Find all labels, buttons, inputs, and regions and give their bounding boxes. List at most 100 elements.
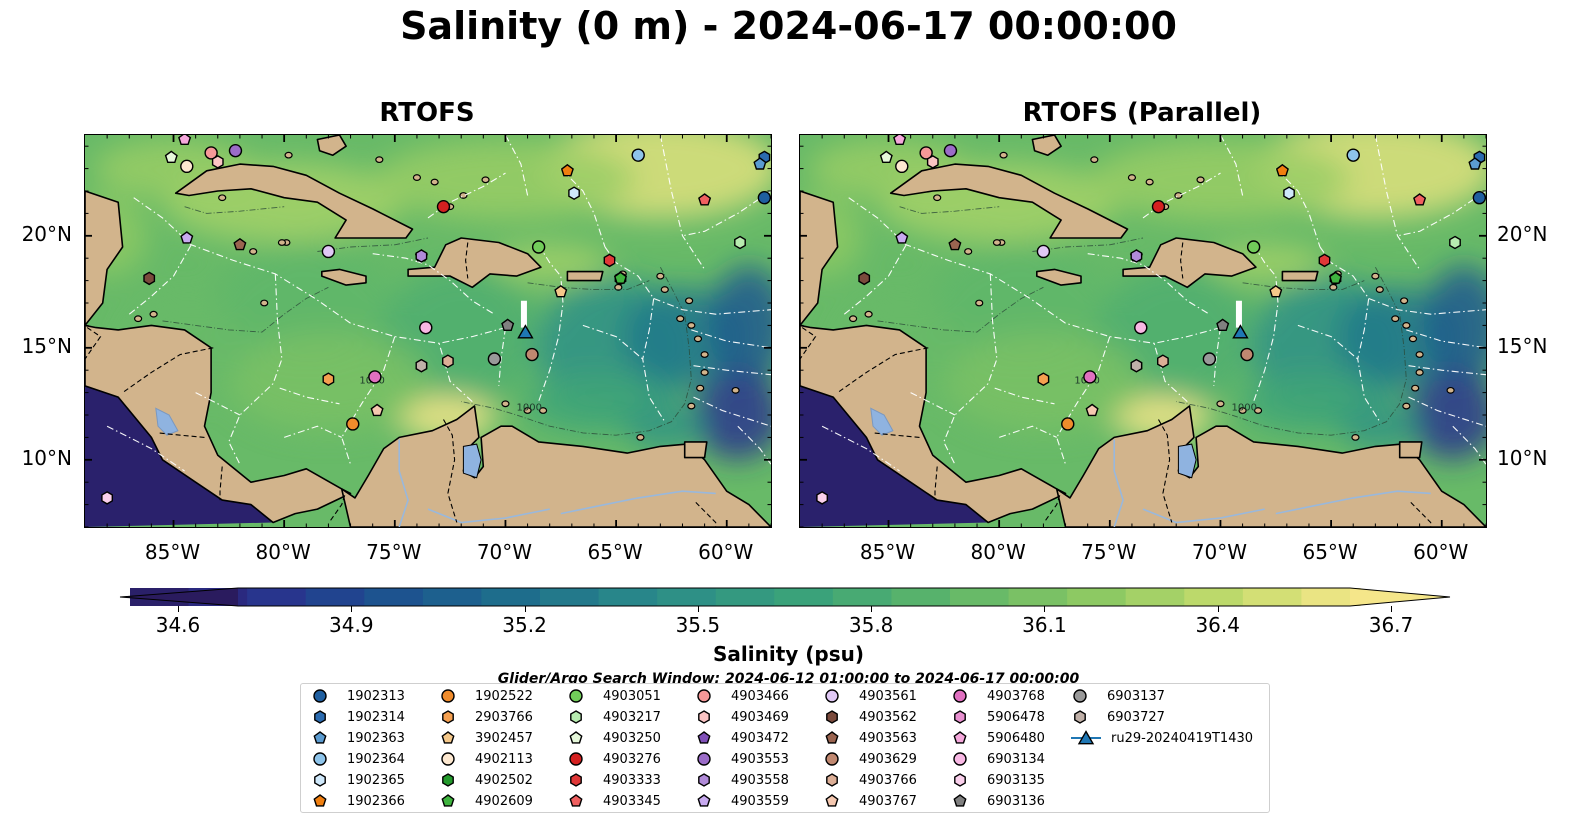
float-marker-4903466[interactable] (919, 146, 933, 160)
legend-entry: 4902609 (439, 791, 533, 811)
legend-marker-icon (953, 689, 967, 703)
float-marker-4903767[interactable] (1085, 403, 1099, 417)
float-marker-6903727[interactable] (1130, 358, 1143, 373)
float-marker-6903135[interactable] (816, 491, 828, 505)
legend-label: 5906478 (987, 709, 1045, 725)
float-marker-4903553[interactable] (943, 143, 958, 158)
float-marker-6903134[interactable] (419, 320, 433, 335)
float-marker-4903333[interactable] (1318, 253, 1331, 268)
float-marker-1902363[interactable] (1468, 157, 1482, 170)
float-marker-1902313[interactable] (1472, 191, 1486, 205)
float-marker-4903250[interactable] (164, 150, 178, 163)
float-marker-1902313[interactable] (757, 191, 771, 205)
float-marker-4903276[interactable] (436, 199, 451, 214)
legend-marker-icon (441, 752, 455, 766)
colorbar-tick-mark (1044, 606, 1046, 612)
float-marker-4903553[interactable] (228, 143, 243, 158)
legend-marker-icon (570, 710, 582, 724)
legend-marker-icon (313, 731, 327, 744)
float-marker-1902522[interactable] (1061, 417, 1075, 431)
float-marker-1902366[interactable] (560, 163, 574, 177)
float-marker-4903768[interactable] (368, 370, 382, 384)
float-marker-1902363[interactable] (753, 157, 767, 170)
legend-entry: 5906480 (951, 728, 1045, 748)
float-marker-3902457[interactable] (1269, 284, 1283, 298)
float-marker-6903137[interactable] (487, 352, 502, 366)
legend-label: 1902522 (475, 688, 533, 704)
lat-tick-label: 15°N (1497, 333, 1548, 358)
legend-label: 1902313 (347, 688, 405, 704)
float-marker-4902113[interactable] (895, 159, 909, 174)
float-marker-6903134[interactable] (1134, 320, 1148, 335)
float-marker-5906480[interactable] (893, 135, 907, 146)
float-marker-6903137[interactable] (1202, 352, 1217, 366)
float-marker-4903466[interactable] (204, 146, 218, 160)
float-marker-4903563[interactable] (948, 237, 962, 251)
float-marker-1902365[interactable] (1283, 186, 1295, 201)
float-marker-4903051[interactable] (531, 240, 546, 254)
legend-label: ru29-20240419T1430 (1111, 730, 1254, 746)
legend-marker-icon (697, 794, 711, 807)
float-marker-6903135[interactable] (101, 491, 113, 505)
legend-label: 1902365 (347, 772, 405, 788)
float-marker-4903217[interactable] (734, 235, 746, 250)
float-marker-2903766[interactable] (322, 372, 335, 387)
legend: 1902313 1902314 1902363 1902364 1902365 19023… (300, 683, 1270, 813)
float-marker-4903563[interactable] (233, 237, 247, 251)
float-marker-4903629[interactable] (1240, 347, 1254, 362)
float-marker-4903562[interactable] (858, 271, 871, 286)
float-marker-4903559[interactable] (180, 231, 194, 244)
float-marker-4902609[interactable] (613, 271, 628, 284)
float-marker-5906480[interactable] (178, 135, 192, 146)
float-marker-1902365[interactable] (568, 186, 580, 201)
float-marker-4903767[interactable] (370, 403, 384, 417)
float-marker-4903345[interactable] (1413, 193, 1427, 206)
legend-marker-icon (826, 710, 838, 724)
float-marker-ru29-20240419T1430[interactable] (1232, 324, 1249, 339)
float-marker-4903768[interactable] (1083, 370, 1097, 384)
float-marker-4903250[interactable] (879, 150, 893, 163)
legend-marker-icon (314, 773, 326, 787)
colorbar (119, 587, 1451, 607)
float-marker-4902113[interactable] (180, 159, 194, 174)
float-marker-4903051[interactable] (1246, 240, 1261, 254)
legend-label: 4902502 (475, 772, 533, 788)
float-marker-6903727[interactable] (415, 358, 428, 373)
float-marker-4902609[interactable] (1328, 271, 1343, 284)
legend-entry: 4903345 (567, 791, 661, 811)
float-marker-4903558[interactable] (1130, 249, 1143, 263)
legend-label: 6903135 (987, 772, 1045, 788)
float-marker-3902457[interactable] (554, 284, 568, 298)
map-panel-left[interactable]: 10001000 (84, 134, 772, 528)
legend-label: 4903558 (731, 772, 789, 788)
float-marker-4903469[interactable] (211, 155, 224, 169)
float-marker-4903333[interactable] (603, 253, 616, 268)
lon-tick-label: 65°W (1302, 540, 1358, 564)
float-marker-4903561[interactable] (1036, 244, 1051, 259)
float-marker-4903217[interactable] (1449, 235, 1461, 250)
float-marker-4903629[interactable] (525, 347, 539, 362)
float-marker-4903558[interactable] (415, 249, 428, 263)
float-marker-4903559[interactable] (895, 231, 909, 244)
float-marker-1902364[interactable] (1346, 148, 1360, 162)
float-marker-4903766[interactable] (1157, 354, 1169, 369)
map-panel-right[interactable]: 10001000 (799, 134, 1487, 528)
float-marker-4903345[interactable] (698, 193, 712, 206)
float-marker-4903276[interactable] (1151, 199, 1166, 214)
float-marker-2903766[interactable] (1037, 372, 1050, 387)
float-marker-6903136[interactable] (1216, 318, 1230, 332)
float-marker-ru29-20240419T1430[interactable] (517, 324, 534, 339)
colorbar-tick-label: 36.1 (1022, 613, 1067, 637)
colorbar-tick-mark (1391, 606, 1392, 612)
float-marker-4903561[interactable] (321, 244, 336, 259)
float-marker-4903562[interactable] (143, 271, 156, 286)
float-marker-1902366[interactable] (1275, 163, 1289, 177)
float-marker-4903469[interactable] (926, 155, 939, 169)
float-marker-1902522[interactable] (346, 417, 360, 431)
float-marker-6903136[interactable] (501, 318, 515, 332)
float-marker-1902364[interactable] (631, 148, 645, 162)
legend-entry: 4903217 (567, 707, 661, 727)
float-marker-4903766[interactable] (442, 354, 454, 369)
colorbar-tick-mark (697, 606, 699, 612)
legend-marker-icon (697, 752, 711, 766)
